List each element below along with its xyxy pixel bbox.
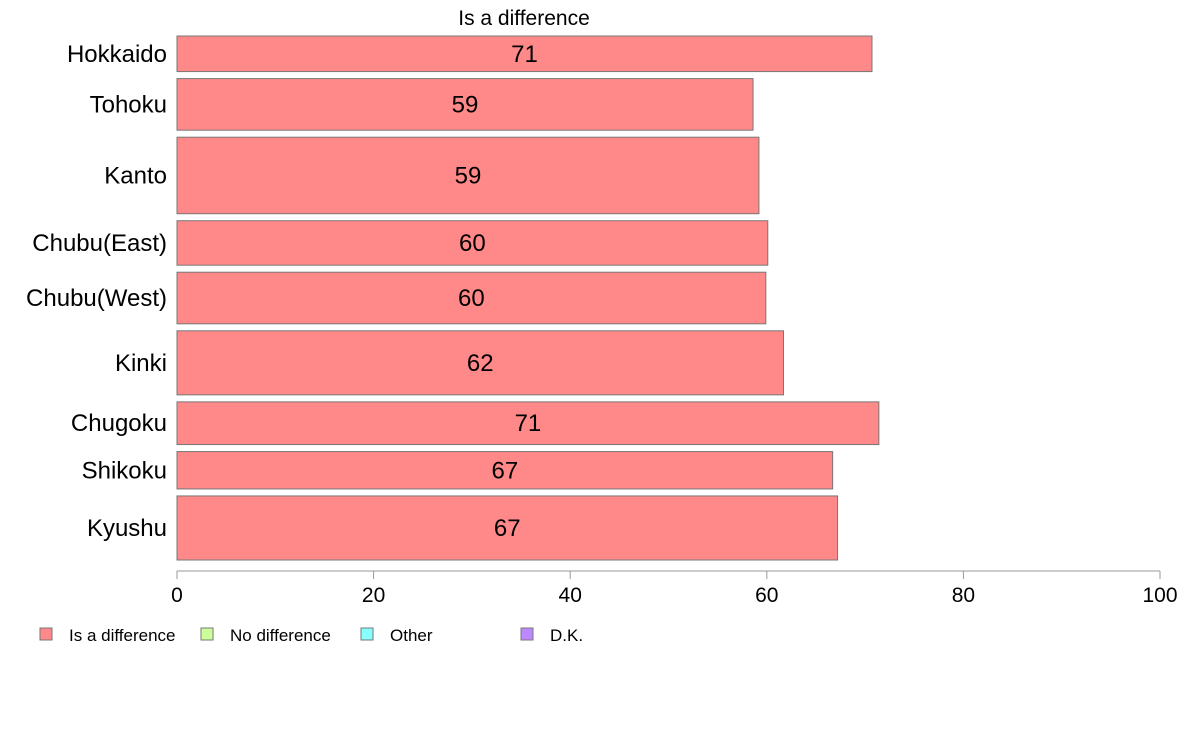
category-label: Tohoku: [90, 91, 167, 118]
bar-chubu-west-: [176, 271, 767, 325]
bar-kyushu: [176, 495, 839, 561]
data-label: 67: [494, 515, 521, 542]
legend-label: Other: [390, 626, 433, 645]
category-label: Kyushu: [87, 515, 167, 542]
data-label: 59: [452, 91, 479, 118]
legend-label: No difference: [230, 626, 331, 645]
legend: Is a difference No difference Other D.K.: [39, 626, 583, 645]
x-tick-label: 60: [755, 584, 778, 607]
category-label: Kanto: [104, 162, 167, 189]
data-label: 59: [455, 162, 482, 189]
bar-kinki: [176, 330, 785, 396]
legend-swatch: [200, 627, 214, 641]
category-label: Chugoku: [71, 410, 167, 437]
bar-hokkaido: [176, 35, 873, 73]
x-tick-label: 40: [559, 584, 582, 607]
legend-swatch: [39, 627, 53, 641]
data-label: 71: [511, 41, 538, 68]
legend-swatch: [520, 627, 534, 641]
bar-tohoku: [176, 78, 754, 131]
data-label: 62: [467, 350, 494, 377]
data-label: 60: [458, 285, 485, 312]
legend-label: D.K.: [550, 626, 583, 645]
bar-chubu-east-: [176, 220, 769, 266]
x-tick-label: 0: [171, 584, 183, 607]
legend-swatch: [360, 627, 374, 641]
category-label: Chubu(East): [32, 230, 167, 257]
data-label: 60: [459, 230, 486, 257]
data-label: 67: [491, 457, 518, 484]
data-label: 71: [515, 410, 542, 437]
category-label: Kinki: [115, 350, 167, 377]
x-tick-label: 100: [1142, 584, 1177, 607]
chart-title: Is a difference: [458, 7, 590, 30]
x-axis: 0 20 40 60 80 100: [171, 570, 1178, 607]
x-tick-label: 80: [952, 584, 975, 607]
bars-layer: 71 Hokkaido 59 Tohoku 59 Kanto 60 Chubu(East) 60…: [26, 35, 880, 561]
category-label: Shikoku: [82, 457, 167, 484]
bar-kanto: [176, 136, 760, 215]
bar-chugoku: [176, 401, 880, 446]
legend-label: Is a difference: [69, 626, 175, 645]
x-tick-label: 20: [362, 584, 385, 607]
category-label: Hokkaido: [67, 41, 167, 68]
bar-shikoku: [176, 451, 834, 490]
category-label: Chubu(West): [26, 285, 167, 312]
